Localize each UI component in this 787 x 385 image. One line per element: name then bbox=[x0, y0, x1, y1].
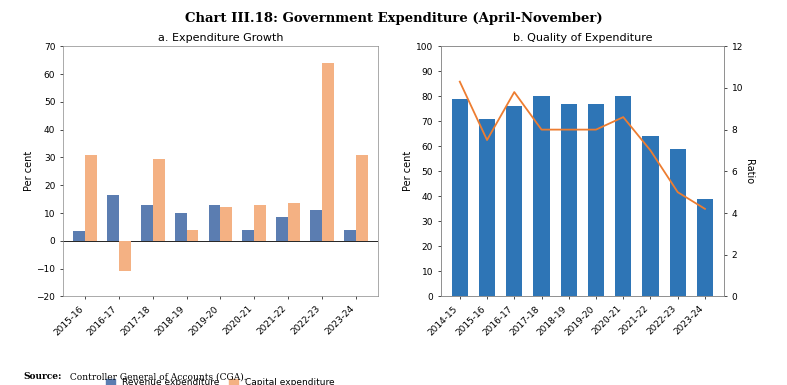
Bar bbox=[288, 203, 300, 241]
Bar bbox=[452, 99, 468, 296]
Bar bbox=[506, 106, 523, 296]
Bar bbox=[73, 231, 85, 241]
Bar bbox=[107, 195, 119, 241]
Bar bbox=[242, 230, 254, 241]
Title: a. Expenditure Growth: a. Expenditure Growth bbox=[157, 33, 283, 43]
Y-axis label: Per cent: Per cent bbox=[24, 151, 34, 191]
Bar bbox=[310, 210, 322, 241]
Text: Controller General of Accounts (CGA).: Controller General of Accounts (CGA). bbox=[67, 372, 246, 381]
Bar bbox=[356, 155, 368, 241]
Bar bbox=[534, 96, 549, 296]
Title: b. Quality of Expenditure: b. Quality of Expenditure bbox=[512, 33, 652, 43]
Bar bbox=[322, 63, 334, 241]
Bar bbox=[220, 208, 232, 241]
Legend: Revenue expenditure, Capital expenditure: Revenue expenditure, Capital expenditure bbox=[106, 378, 334, 385]
Bar bbox=[187, 230, 198, 241]
Bar bbox=[254, 205, 266, 241]
Bar bbox=[344, 230, 356, 241]
Bar bbox=[119, 241, 131, 271]
Bar bbox=[560, 104, 577, 296]
Bar bbox=[588, 104, 604, 296]
Bar bbox=[175, 213, 187, 241]
Bar bbox=[141, 205, 153, 241]
Bar bbox=[85, 155, 97, 241]
Bar bbox=[615, 96, 631, 296]
Bar bbox=[209, 205, 220, 241]
Y-axis label: Per cent: Per cent bbox=[403, 151, 413, 191]
Bar bbox=[642, 136, 659, 296]
Bar bbox=[276, 217, 288, 241]
Text: Chart III.18: Government Expenditure (April-November): Chart III.18: Government Expenditure (Ap… bbox=[185, 12, 602, 25]
Y-axis label: Ratio: Ratio bbox=[745, 159, 754, 184]
Bar bbox=[670, 149, 686, 296]
Bar bbox=[153, 159, 164, 241]
Text: Source:: Source: bbox=[24, 372, 62, 381]
Bar bbox=[478, 119, 495, 296]
Bar bbox=[696, 199, 713, 296]
